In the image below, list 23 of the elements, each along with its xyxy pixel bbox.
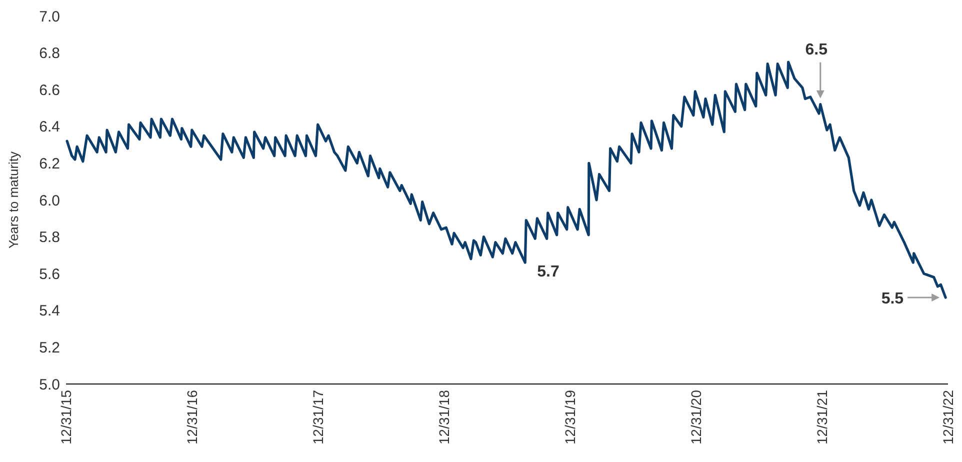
x-tick-label: 12/31/20 [688, 390, 704, 444]
y-tick-label: 5.4 [39, 302, 60, 320]
x-tick-label: 12/31/19 [562, 390, 578, 444]
y-tick-label: 5.6 [39, 266, 60, 283]
y-tick-label: 5.8 [39, 229, 60, 246]
x-tick-label: 12/31/22 [940, 390, 956, 444]
y-tick-label: 5.2 [39, 339, 60, 356]
annotation: 6.5 [805, 41, 828, 58]
annotation: 5.7 [537, 264, 560, 281]
y-tick-label: 6.2 [39, 155, 60, 172]
x-tick-label: 12/31/17 [310, 390, 326, 444]
y-tick-label: 6.8 [39, 45, 60, 62]
x-tick-label: 12/31/21 [814, 390, 830, 444]
x-tick-label: 12/31/18 [436, 390, 452, 444]
y-tick-label: 5.0 [39, 376, 60, 394]
y-tick-label: 6.4 [39, 118, 60, 136]
y-axis-title: Years to maturity [6, 150, 21, 249]
x-tick-label: 12/31/16 [184, 390, 200, 444]
y-tick-label: 7.0 [39, 8, 60, 26]
y-tick-label: 6.0 [39, 192, 60, 210]
x-tick-label: 12/31/15 [58, 390, 74, 444]
annotation: 5.5 [881, 290, 904, 308]
y-tick-label: 6.6 [39, 82, 60, 99]
